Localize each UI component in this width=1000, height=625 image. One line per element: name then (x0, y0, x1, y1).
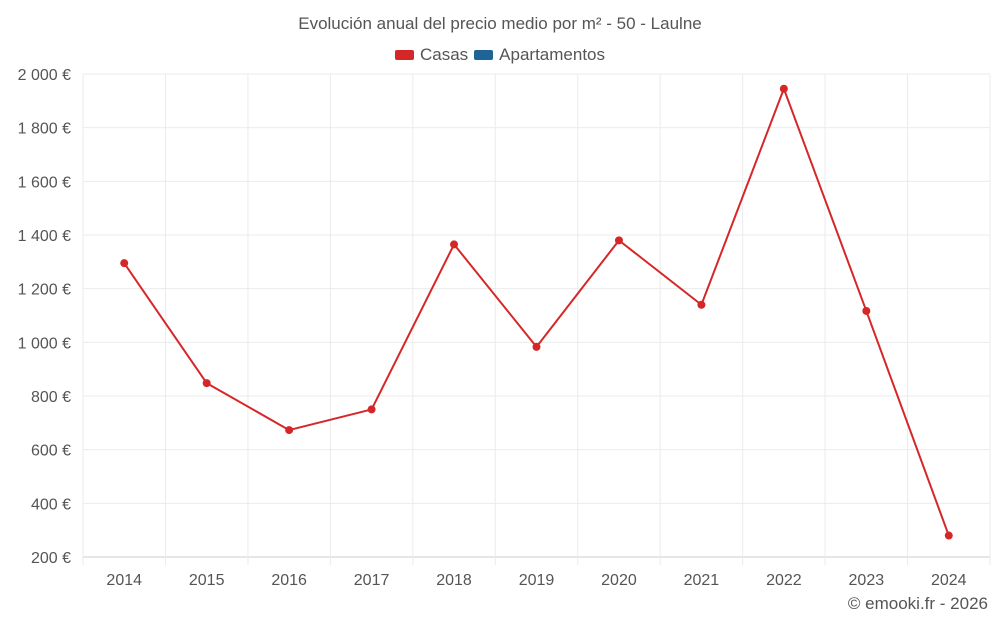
legend: Casas Apartamentos (0, 45, 1000, 65)
y-tick-label: 1 400 € (18, 228, 71, 245)
y-tick-label: 1 000 € (18, 335, 71, 352)
y-tick-label: 2 000 € (18, 67, 71, 84)
x-tick-label: 2018 (436, 572, 472, 589)
x-tick-label: 2017 (354, 572, 390, 589)
legend-swatch-casas (394, 50, 414, 60)
data-point-casas (944, 531, 953, 540)
data-point-casas (862, 306, 871, 315)
y-tick-label: 800 € (31, 389, 71, 406)
legend-swatch-apartamentos (474, 50, 494, 60)
data-point-casas (614, 236, 623, 245)
x-tick-label: 2023 (849, 572, 885, 589)
x-tick-label: 2016 (271, 572, 307, 589)
data-point-casas (450, 240, 459, 249)
y-tick-label: 400 € (31, 496, 71, 513)
data-point-casas (367, 405, 376, 414)
x-tick-label: 2021 (684, 572, 720, 589)
data-point-casas (202, 379, 211, 388)
x-tick-label: 2014 (106, 572, 142, 589)
x-tick-label: 2020 (601, 572, 637, 589)
legend-label-casas: Casas (419, 45, 469, 64)
data-point-casas (120, 259, 129, 268)
data-point-casas (697, 300, 706, 309)
y-tick-label: 600 € (31, 443, 71, 460)
y-tick-label: 1 600 € (18, 174, 71, 191)
chart-title: Evolución anual del precio medio por m² … (298, 14, 702, 33)
y-tick-label: 200 € (31, 550, 71, 567)
x-tick-label: 2019 (519, 572, 555, 589)
data-point-casas (779, 84, 788, 93)
x-tick-label: 2024 (931, 572, 967, 589)
legend-item-casas[interactable]: Casas (394, 45, 469, 65)
x-tick-label: 2015 (189, 572, 225, 589)
credit-text: © emooki.fr - 2026 (847, 594, 988, 613)
legend-label-apartamentos: Apartamentos (499, 45, 606, 64)
y-tick-label: 1 200 € (18, 282, 71, 299)
data-point-casas (285, 426, 294, 435)
legend-item-apartamentos[interactable]: Apartamentos (474, 45, 605, 65)
y-tick-label: 1 800 € (18, 121, 71, 138)
data-point-casas (532, 342, 541, 351)
x-tick-label: 2022 (766, 572, 802, 589)
